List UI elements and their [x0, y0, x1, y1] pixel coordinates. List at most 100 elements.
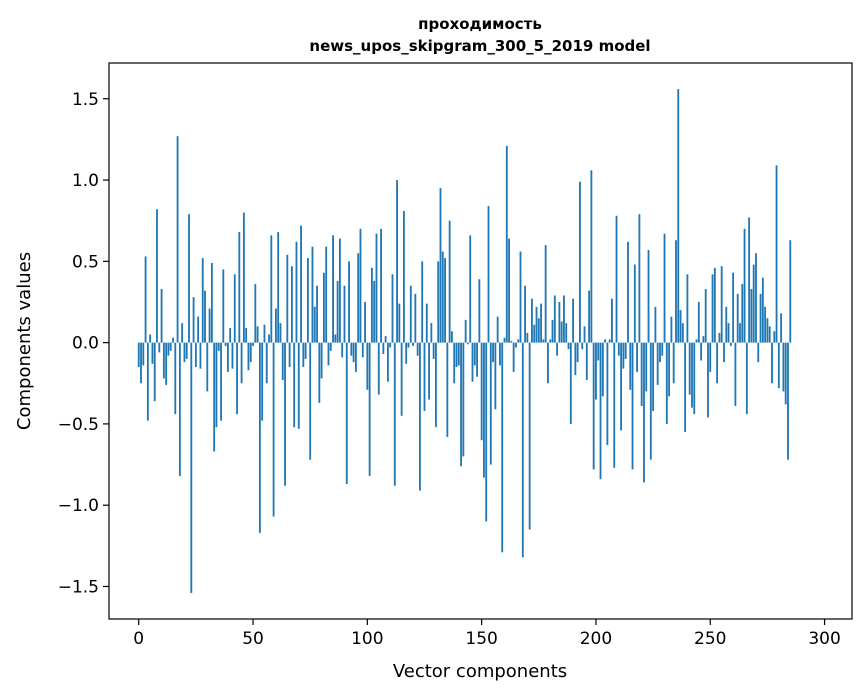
- bar-72: [302, 342, 305, 368]
- bar-68: [293, 342, 296, 428]
- bar-218: [636, 342, 639, 372]
- bar-54: [261, 342, 264, 421]
- bar-190: [572, 298, 574, 343]
- bar-62: [279, 323, 282, 343]
- bar-13: [167, 342, 170, 356]
- bar-74: [306, 258, 309, 343]
- bar-173: [533, 324, 536, 343]
- bar-169: [524, 285, 526, 343]
- bar-4: [146, 342, 149, 421]
- bar-177: [542, 339, 545, 343]
- bar-12: [165, 342, 168, 385]
- bar-148: [476, 342, 478, 377]
- bar-250: [709, 342, 712, 372]
- bar-219: [638, 214, 641, 343]
- bar-282: [782, 342, 785, 392]
- bar-119: [409, 285, 412, 343]
- bar-31: [208, 308, 211, 343]
- bar-34: [215, 342, 218, 428]
- bar-3: [144, 256, 147, 343]
- bar-167: [519, 251, 522, 343]
- bar-88: [338, 238, 341, 343]
- bar-189: [569, 342, 572, 424]
- bar-112: [393, 342, 396, 486]
- bar-162: [508, 238, 510, 343]
- x-tick-label-0: 0: [133, 629, 144, 649]
- bar-171: [528, 342, 531, 530]
- bar-258: [727, 323, 730, 343]
- bar-232: [668, 342, 671, 397]
- bar-210: [617, 342, 620, 356]
- bar-110: [389, 342, 392, 348]
- bar-263: [739, 323, 741, 343]
- bar-152: [485, 342, 488, 522]
- bar-11: [162, 342, 165, 379]
- bar-51: [254, 284, 257, 343]
- bar-235: [675, 240, 677, 343]
- bar-67: [290, 266, 293, 343]
- bar-56: [265, 342, 268, 384]
- bar-114: [398, 303, 401, 343]
- bar-253: [716, 342, 719, 384]
- bar-121: [414, 293, 417, 343]
- bar-186: [563, 295, 565, 343]
- bar-44: [238, 232, 241, 343]
- bar-61: [277, 232, 280, 343]
- bar-273: [761, 277, 764, 343]
- bar-178: [544, 245, 547, 343]
- bar-231: [665, 342, 668, 424]
- bar-198: [590, 170, 593, 343]
- bar-149: [478, 279, 481, 343]
- bar-147: [473, 342, 476, 366]
- bar-261: [734, 342, 737, 407]
- bar-254: [718, 332, 721, 343]
- bar-174: [535, 306, 538, 343]
- bar-155: [492, 342, 494, 363]
- bar-109: [387, 342, 389, 382]
- bar-40: [229, 327, 232, 343]
- bar-239: [684, 342, 687, 433]
- bar-66: [288, 342, 291, 368]
- bar-26: [197, 316, 200, 343]
- bar-84: [329, 342, 332, 351]
- bar-91: [345, 342, 348, 485]
- bar-195: [583, 326, 586, 343]
- bar-2: [142, 342, 145, 366]
- bar-208: [613, 342, 616, 468]
- bar-80: [320, 342, 323, 379]
- bar-211: [620, 342, 623, 431]
- bar-27: [199, 342, 202, 369]
- bar-268: [750, 288, 753, 343]
- bar-59: [272, 342, 275, 517]
- chart-title: проходимость: [418, 15, 542, 33]
- bar-193: [579, 181, 581, 343]
- bar-209: [615, 215, 618, 343]
- bar-284: [787, 342, 789, 460]
- x-tick-label-150: 150: [465, 629, 497, 649]
- x-tick-label-50: 50: [242, 629, 264, 649]
- bar-156: [494, 342, 497, 410]
- bar-183: [556, 342, 558, 356]
- bar-18: [178, 342, 181, 476]
- bar-10: [160, 288, 163, 343]
- bar-222: [645, 342, 648, 392]
- bar-78: [316, 285, 318, 343]
- bar-246: [700, 342, 703, 361]
- bar-153: [487, 206, 490, 343]
- y-axis-ticks: −1.5 −1.0 −0.5 0.0 0.5 1.0 1.5: [58, 90, 109, 597]
- bar-240: [686, 274, 689, 343]
- bar-133: [441, 251, 444, 343]
- bar-95: [354, 342, 357, 372]
- bar-163: [510, 341, 513, 343]
- bar-125: [423, 342, 426, 411]
- bar-90: [343, 285, 346, 343]
- bar-81: [322, 272, 325, 343]
- bar-206: [608, 339, 611, 343]
- bar-249: [707, 342, 709, 418]
- y-tick-label-6: 1.5: [72, 90, 99, 110]
- bar-146: [471, 342, 474, 382]
- bar-29: [204, 290, 206, 343]
- bar-213: [624, 342, 627, 359]
- bar-116: [403, 210, 405, 343]
